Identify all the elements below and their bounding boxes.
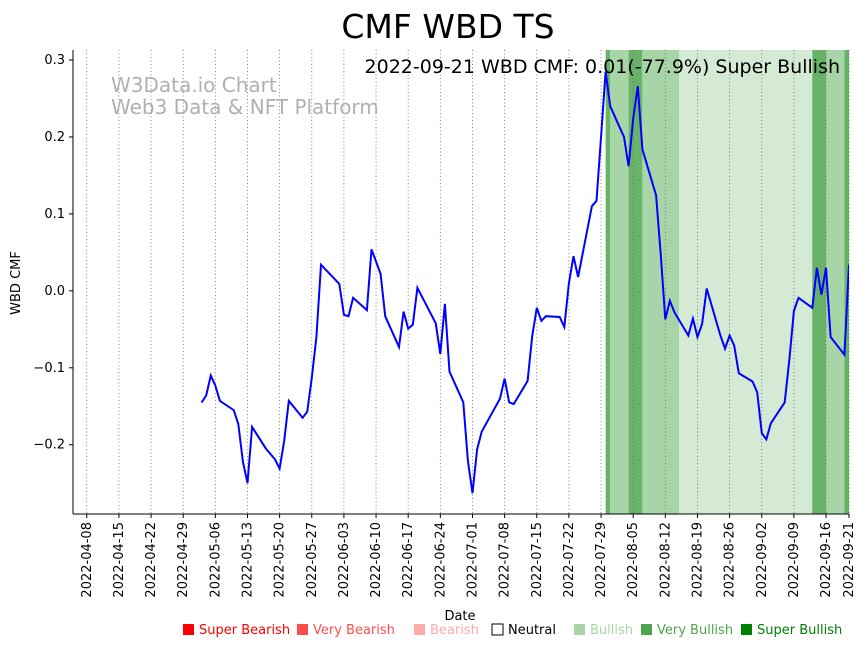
watermark-line-2: Web3 Data & NFT Platform	[111, 95, 379, 119]
x-tick-label: 2022-07-01	[465, 522, 480, 598]
legend-label: Bearish	[430, 623, 479, 638]
x-tick-label: 2022-05-06	[208, 522, 223, 598]
legend-swatch	[183, 624, 194, 635]
legend-swatch	[491, 623, 504, 636]
legend-label: Very Bullish	[657, 623, 733, 638]
x-tick-label: 2022-04-29	[176, 522, 191, 598]
x-tick-label: 2022-06-10	[369, 522, 384, 598]
x-tick-label: 2022-09-21	[842, 522, 857, 598]
axes: 0.3 0.2 0.1 0.0 −0.1 −0.2 2022-04-08 2022-04-15…	[33, 50, 857, 598]
legend: Super Bearish Very Bearish Bearish Neutral B…	[183, 623, 842, 638]
legend-item: Super Bearish	[183, 623, 290, 638]
series-line	[200, 71, 849, 494]
y-tick-label: −0.1	[33, 361, 65, 376]
x-tick-label: 2022-06-03	[337, 522, 352, 598]
sentiment-regions	[605, 50, 849, 514]
watermark-line-1: W3Data.io Chart	[111, 73, 277, 97]
x-tick-label: 2022-04-22	[144, 522, 159, 598]
watermark: W3Data.io Chart Web3 Data & NFT Platform	[111, 73, 379, 119]
sentiment-region	[628, 50, 643, 514]
sentiment-region	[642, 50, 680, 514]
x-tick-label: 2022-08-26	[723, 522, 738, 598]
sentiment-region	[679, 50, 813, 514]
x-tick-label: 2022-06-17	[401, 522, 416, 598]
y-tick-label: 0.3	[44, 53, 65, 68]
legend-swatch	[414, 624, 425, 635]
x-tick-label: 2022-08-19	[690, 522, 705, 598]
x-tick-label: 2022-07-15	[530, 522, 545, 598]
x-tick-label: 2022-06-24	[433, 522, 448, 598]
x-tick-label: 2022-04-08	[80, 522, 95, 598]
x-tick-label: 2022-05-27	[305, 522, 320, 598]
y-axis-label: WBD CMF	[9, 251, 24, 315]
x-gridlines	[86, 50, 850, 514]
x-tick-label: 2022-09-02	[755, 522, 770, 598]
sentiment-region	[826, 50, 845, 514]
sentiment-region	[844, 50, 849, 514]
x-axis-label: Date	[444, 609, 475, 624]
legend-item: Bearish	[414, 623, 479, 638]
y-tick-label: 0.0	[44, 284, 65, 299]
legend-label: Bullish	[590, 623, 633, 638]
legend-swatch	[641, 624, 652, 635]
legend-label: Super Bullish	[757, 623, 842, 638]
y-tick-label: −0.2	[33, 438, 65, 453]
sentiment-region	[605, 50, 611, 514]
legend-label: Super Bearish	[199, 623, 290, 638]
x-tick-label: 2022-04-15	[112, 522, 127, 598]
legend-swatch	[741, 624, 752, 635]
y-tick-label: 0.1	[44, 207, 65, 222]
x-tick-label: 2022-08-12	[658, 522, 673, 598]
y-tick-label: 0.2	[44, 130, 65, 145]
legend-item: Neutral	[491, 623, 556, 638]
legend-item: Bullish	[574, 623, 633, 638]
legend-item: Super Bullish	[741, 623, 842, 638]
x-tick-label: 2022-07-29	[594, 522, 609, 598]
chart-title: CMF WBD TS	[341, 7, 554, 46]
legend-label: Very Bearish	[313, 623, 395, 638]
x-tick-label: 2022-05-13	[240, 522, 255, 598]
legend-label: Neutral	[508, 623, 556, 638]
chart-annotation: 2022-09-21 WBD CMF: 0.01(-77.9%) Super B…	[365, 56, 840, 78]
x-tick-label: 2022-07-08	[498, 522, 513, 598]
x-tick-label: 2022-09-09	[787, 522, 802, 598]
x-tick-label: 2022-05-20	[273, 522, 288, 598]
x-tick-label: 2022-09-16	[819, 522, 834, 598]
x-tick-label: 2022-07-22	[562, 522, 577, 598]
legend-item: Very Bearish	[297, 623, 395, 638]
legend-item: Very Bullish	[641, 623, 733, 638]
series-layer	[200, 71, 849, 494]
sentiment-region	[610, 50, 629, 514]
legend-swatch	[574, 624, 585, 635]
x-tick-label: 2022-08-05	[626, 522, 641, 598]
legend-swatch	[297, 624, 308, 635]
